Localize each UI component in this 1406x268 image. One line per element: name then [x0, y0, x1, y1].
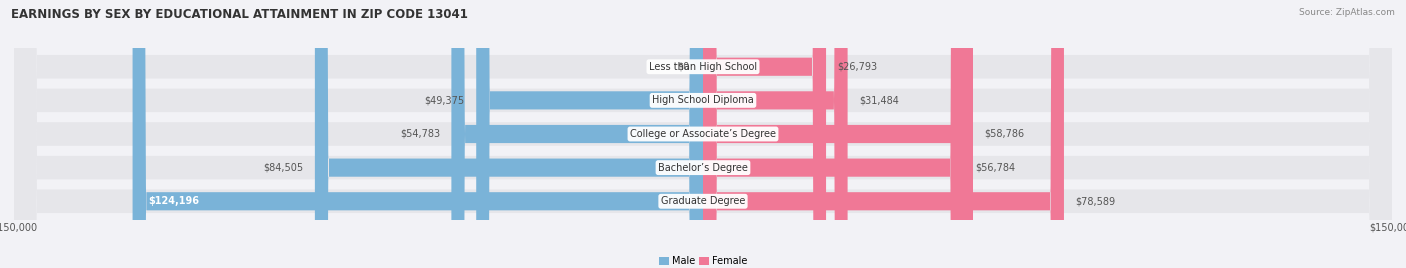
Text: $58,786: $58,786 — [984, 129, 1025, 139]
FancyBboxPatch shape — [703, 0, 827, 268]
Text: $124,196: $124,196 — [149, 196, 200, 206]
Text: High School Diploma: High School Diploma — [652, 95, 754, 105]
Text: $78,589: $78,589 — [1076, 196, 1115, 206]
Legend: Male, Female: Male, Female — [655, 252, 751, 268]
FancyBboxPatch shape — [14, 0, 1392, 268]
Text: $26,793: $26,793 — [838, 62, 877, 72]
FancyBboxPatch shape — [703, 0, 848, 268]
Text: EARNINGS BY SEX BY EDUCATIONAL ATTAINMENT IN ZIP CODE 13041: EARNINGS BY SEX BY EDUCATIONAL ATTAINMEN… — [11, 8, 468, 21]
FancyBboxPatch shape — [477, 0, 703, 268]
FancyBboxPatch shape — [14, 0, 1392, 268]
Text: $56,784: $56,784 — [976, 163, 1015, 173]
FancyBboxPatch shape — [451, 0, 703, 268]
Text: $0: $0 — [676, 62, 689, 72]
FancyBboxPatch shape — [14, 0, 1392, 268]
Text: $49,375: $49,375 — [425, 95, 465, 105]
Text: $84,505: $84,505 — [263, 163, 304, 173]
FancyBboxPatch shape — [315, 0, 703, 268]
Text: Less than High School: Less than High School — [650, 62, 756, 72]
FancyBboxPatch shape — [703, 0, 1064, 268]
Text: $54,783: $54,783 — [399, 129, 440, 139]
FancyBboxPatch shape — [14, 0, 1392, 268]
Text: Bachelor’s Degree: Bachelor’s Degree — [658, 163, 748, 173]
FancyBboxPatch shape — [703, 0, 963, 268]
FancyBboxPatch shape — [14, 0, 1392, 268]
Text: College or Associate’s Degree: College or Associate’s Degree — [630, 129, 776, 139]
Text: Source: ZipAtlas.com: Source: ZipAtlas.com — [1299, 8, 1395, 17]
Text: $31,484: $31,484 — [859, 95, 898, 105]
FancyBboxPatch shape — [703, 0, 973, 268]
Text: Graduate Degree: Graduate Degree — [661, 196, 745, 206]
FancyBboxPatch shape — [132, 0, 703, 268]
